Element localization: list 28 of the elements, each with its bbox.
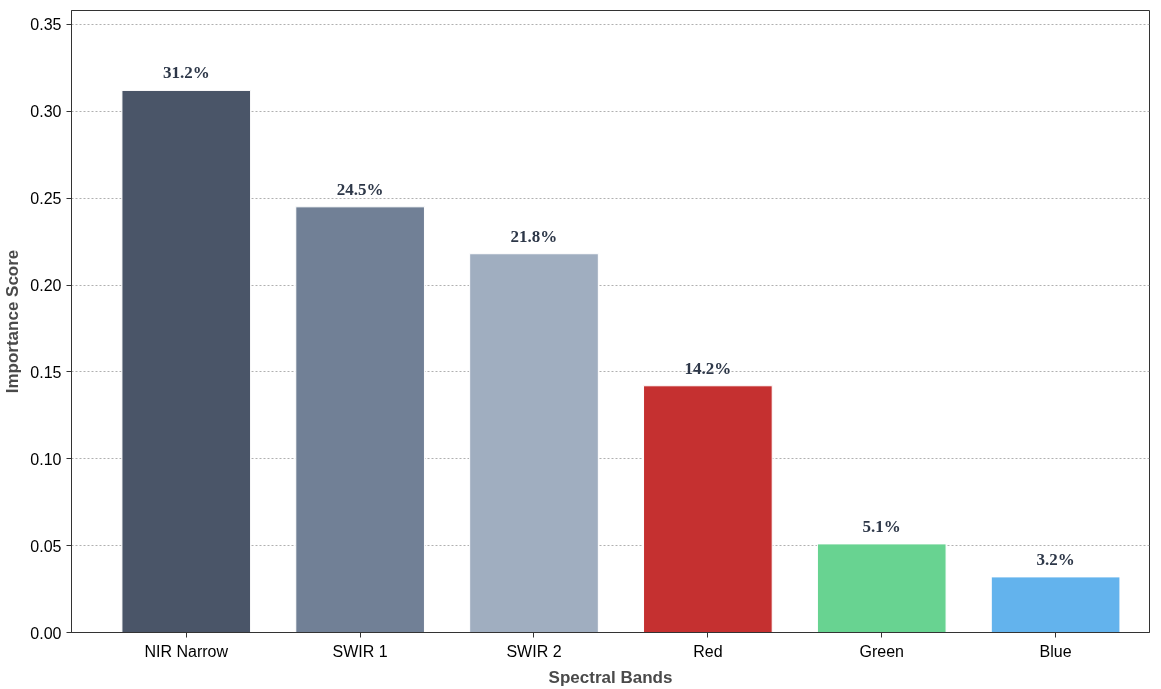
bar	[816, 543, 947, 633]
data-label: 14.2%	[684, 358, 732, 378]
bar	[469, 253, 599, 633]
data-label: 5.1%	[862, 516, 901, 536]
x-tick-label: Green	[859, 642, 904, 660]
y-tick-label: 0.25	[30, 190, 62, 208]
data-label: 21.8%	[510, 226, 558, 246]
x-tick-label: Blue	[1039, 642, 1072, 660]
data-label: 24.5%	[336, 179, 384, 199]
y-tick-label: 0.05	[30, 537, 62, 555]
y-tick-label: 0.20	[30, 277, 62, 295]
y-tick-label: 0.00	[30, 624, 62, 642]
x-tick-label: SWIR 2	[506, 642, 562, 660]
data-label: 31.2%	[162, 63, 210, 83]
bar	[295, 206, 425, 633]
y-tick-label: 0.30	[30, 103, 62, 121]
y-tick-label: 0.35	[30, 16, 62, 34]
x-tick-label: SWIR 1	[332, 642, 388, 660]
x-axis-title: Spectral Bands	[548, 667, 673, 687]
data-label: 3.2%	[1036, 549, 1075, 569]
y-tick-label: 0.15	[30, 363, 62, 381]
x-tick-label: NIR Narrow	[144, 642, 229, 660]
y-axis-title: Importance Score	[3, 249, 23, 394]
y-tick-label: 0.10	[30, 450, 62, 468]
x-tick-label: Red	[693, 642, 723, 660]
bar	[643, 385, 773, 633]
bar	[121, 89, 252, 633]
bar	[990, 576, 1121, 633]
